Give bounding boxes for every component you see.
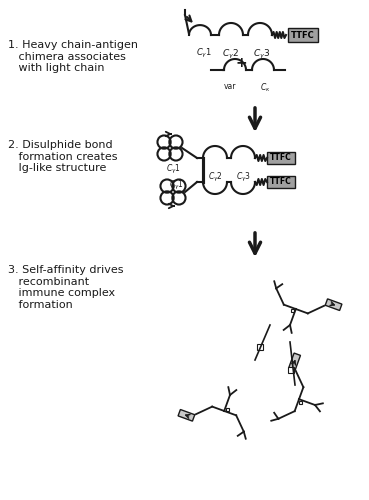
Text: $C_{\kappa}$: $C_{\kappa}$ [260, 82, 270, 94]
Bar [257, 344, 263, 350]
Polygon shape [178, 410, 195, 421]
Text: $C_{\gamma}1$: $C_{\gamma}1$ [196, 47, 212, 60]
Bar [291, 309, 294, 312]
Text: 1. Heavy chain-antigen
   chimera associates
   with light chain: 1. Heavy chain-antigen chimera associate… [8, 40, 138, 73]
Text: TTFC: TTFC [270, 178, 292, 186]
Text: +: + [235, 56, 247, 70]
Polygon shape [325, 299, 342, 310]
Bar [226, 408, 229, 411]
Bar [288, 367, 294, 373]
Bar [267, 176, 295, 188]
Text: $C_{\gamma}1$: $C_{\gamma}1$ [169, 179, 183, 192]
Polygon shape [289, 353, 300, 370]
Text: 3. Self-affinity drives
   recombinant
   immune complex
   formation: 3. Self-affinity drives recombinant immu… [8, 265, 124, 310]
Text: $C_{\gamma}3$: $C_{\gamma}3$ [254, 48, 270, 61]
Text: var: var [224, 82, 236, 91]
Bar [267, 152, 295, 164]
Text: 2. Disulphide bond
   formation creates
   Ig-like structure: 2. Disulphide bond formation creates Ig-… [8, 140, 117, 173]
Bar [288, 28, 318, 42]
Text: TTFC: TTFC [291, 30, 315, 40]
Bar [299, 401, 302, 404]
Text: $C_{\gamma}3$: $C_{\gamma}3$ [235, 171, 251, 184]
Text: $C_{\gamma}2$: $C_{\gamma}2$ [208, 171, 223, 184]
Text: TTFC: TTFC [270, 154, 292, 162]
Text: $C_{\gamma}1$: $C_{\gamma}1$ [166, 163, 180, 176]
Text: $C_{\gamma}2$: $C_{\gamma}2$ [223, 48, 239, 61]
